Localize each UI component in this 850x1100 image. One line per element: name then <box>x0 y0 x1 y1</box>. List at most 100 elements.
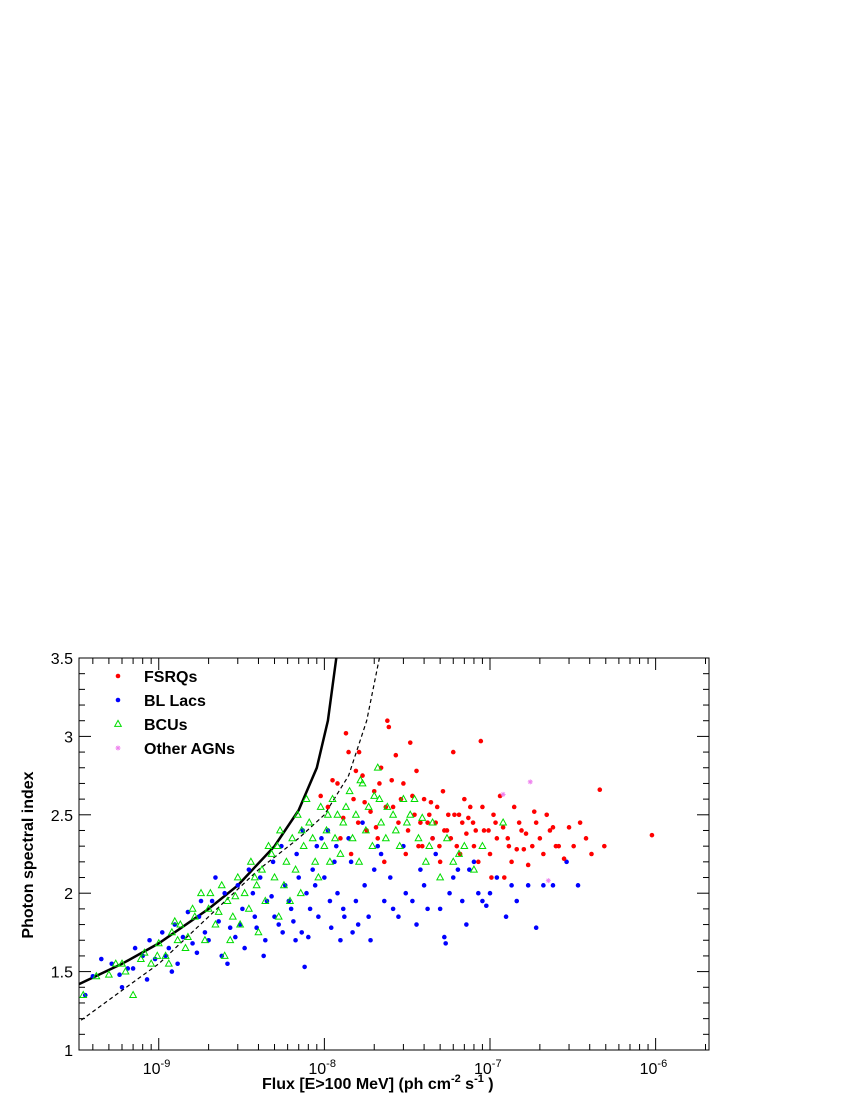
bl-lacs-point <box>216 919 221 924</box>
bcus-point <box>217 880 226 889</box>
bl-lacs-point <box>353 898 359 904</box>
legend: FSRQs BL Lacs BCUs Other AGNs <box>113 669 235 758</box>
bl-lacs-point <box>166 945 172 951</box>
bcus-point <box>147 959 156 967</box>
fsrqs-point <box>348 851 354 857</box>
fsrqs-point <box>561 856 567 862</box>
bcus-point <box>383 802 392 810</box>
fsrqs-point <box>389 778 395 783</box>
x-axis-title-end: ) <box>484 1076 494 1093</box>
bl-lacs-point <box>396 914 401 920</box>
fsrqs-point <box>509 859 514 865</box>
bcus-point <box>322 825 331 834</box>
bcus-point <box>368 841 377 850</box>
bl-lacs-point <box>390 906 396 912</box>
bcus-point <box>296 888 305 897</box>
fsrqs-point <box>471 843 477 849</box>
bl-lacs-point <box>304 890 309 896</box>
fsrqs-point <box>364 828 369 833</box>
sensitivity-curve-dashed <box>80 657 380 1021</box>
bl-lacs-point <box>175 961 180 967</box>
bcus-point <box>183 932 193 941</box>
bl-lacs-point <box>360 820 365 825</box>
bcus-point <box>204 904 213 912</box>
bl-lacs-point <box>293 937 298 943</box>
bcus-point <box>425 841 434 850</box>
bl-lacs-point <box>418 867 423 872</box>
bl-lacs-point <box>291 919 296 924</box>
fsrqs-point <box>478 738 484 744</box>
bcus-point <box>121 966 130 975</box>
bl-lacs-point <box>250 890 256 896</box>
fsrqs-point <box>550 825 556 830</box>
fsrqs-point <box>407 740 413 745</box>
fsrqs-point <box>445 812 451 818</box>
y-tick-label: 2.5 <box>51 808 73 825</box>
fsrqs-point <box>362 799 367 805</box>
bcus-point <box>261 896 270 904</box>
bcus-point <box>325 857 335 865</box>
bl-lacs-point <box>476 890 481 896</box>
bcus-point <box>79 990 88 999</box>
boundary-curves <box>78 657 380 1021</box>
bcus-point <box>421 857 431 865</box>
bcus-point <box>279 880 289 889</box>
bl-lacs-point <box>213 875 218 880</box>
x-tick-label: 10-6 <box>640 1058 668 1078</box>
bcus-point <box>336 849 345 857</box>
sensitivity-curve-solid <box>78 657 338 986</box>
bcus-point <box>275 825 285 834</box>
bcus-point <box>235 919 245 928</box>
bl-lacs-point <box>447 890 452 896</box>
bl-lacs-point <box>425 906 430 912</box>
bl-lacs-point <box>235 883 241 888</box>
bcus-point <box>267 849 276 857</box>
bcus-point <box>223 896 232 904</box>
fsrqs-point <box>566 825 572 830</box>
bl-lacs-point <box>198 898 204 904</box>
fsrqs-point <box>459 820 465 825</box>
bcus-point <box>395 841 404 850</box>
bcus-point <box>339 818 348 826</box>
bl-lacs-point <box>471 859 477 865</box>
bcus-point <box>270 872 279 881</box>
fsrqs-point <box>480 804 485 810</box>
bl-lacs-point <box>464 922 469 927</box>
bl-lacs-point <box>550 883 556 888</box>
bl-lacs-point <box>312 883 318 888</box>
bcus-point <box>428 818 437 826</box>
bcus-point <box>305 818 314 826</box>
fsrqs-point <box>462 796 467 802</box>
bcus-point <box>288 833 297 842</box>
bcus-point <box>330 833 340 842</box>
bl-lacs-point <box>541 883 546 888</box>
fsrqs-point <box>403 851 409 857</box>
bl-lacs-point <box>327 898 333 904</box>
fsrqs-point <box>454 843 460 849</box>
legend-marker-bcus <box>113 719 123 727</box>
bl-lacs-point <box>564 859 569 865</box>
fsrqs-point <box>577 820 583 825</box>
fsrqs-point <box>529 843 535 849</box>
bcus-point <box>364 802 373 810</box>
fsrqs-point <box>521 846 527 852</box>
legend-marker-fsrqs <box>115 673 121 679</box>
bl-lacs-point <box>314 843 320 849</box>
bl-lacs-point <box>119 984 125 990</box>
bl-lacs-point <box>381 898 387 904</box>
bl-lacs-point <box>261 953 266 959</box>
fsrqs-point <box>330 778 335 783</box>
bl-lacs-point <box>366 914 371 920</box>
bcus-point <box>250 872 259 881</box>
fsrqs-point <box>602 843 607 849</box>
fsrqs-point <box>430 836 435 841</box>
bcus-point <box>214 907 223 915</box>
x-tick-label: 10-9 <box>143 1058 171 1078</box>
bcus-point <box>264 841 273 850</box>
bl-lacs-point <box>332 859 337 865</box>
y-tick-label: 3.5 <box>51 651 73 668</box>
fsrqs-point <box>418 820 423 825</box>
fsrqs-point <box>533 820 539 825</box>
bl-lacs-point <box>387 875 393 880</box>
